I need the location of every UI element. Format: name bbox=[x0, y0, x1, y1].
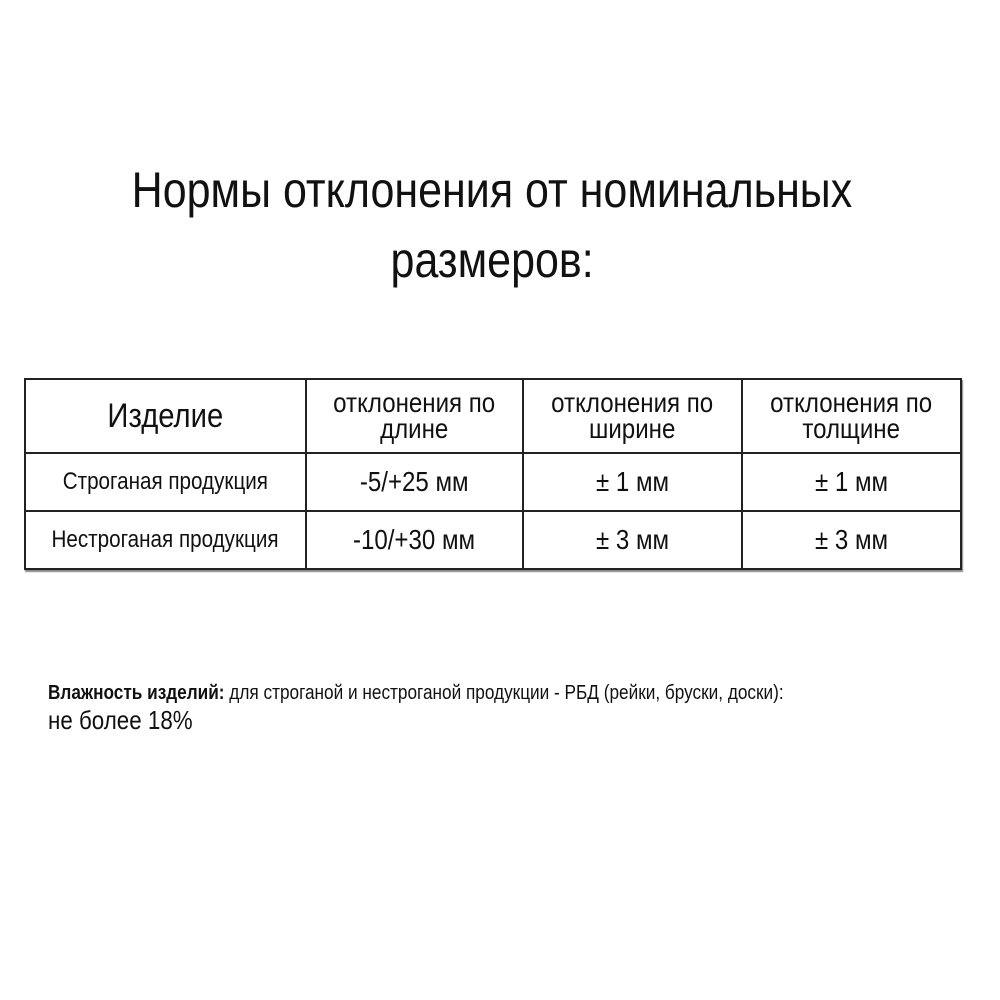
tolerance-table: Изделие отклонения по длине отклонения по… bbox=[24, 378, 962, 570]
cell-product: Строганая продукция bbox=[24, 452, 307, 512]
table-row: Нестроганая продукция -10/+30 мм ± 3 мм … bbox=[24, 510, 962, 570]
humidity-label: Влажность изделий: bbox=[48, 682, 225, 704]
table-header-row: Изделие отклонения по длине отклонения по… bbox=[24, 378, 962, 454]
cell-thickness: ± 1 мм bbox=[741, 452, 962, 512]
cell-length: -5/+25 мм bbox=[305, 452, 524, 512]
humidity-value: не более 18% bbox=[48, 705, 193, 735]
cell-thickness: ± 3 мм bbox=[741, 510, 962, 570]
humidity-note: Влажность изделий: для строганой и нестр… bbox=[48, 678, 903, 708]
header-length: отклонения по длине bbox=[305, 378, 524, 454]
cell-width: ± 3 мм bbox=[522, 510, 743, 570]
table-row: Строганая продукция -5/+25 мм ± 1 мм ± 1… bbox=[24, 452, 962, 512]
title-line-1: Нормы отклонения от номинальных bbox=[131, 162, 853, 218]
cell-width: ± 1 мм bbox=[522, 452, 743, 512]
header-thickness: отклонения по толщине bbox=[741, 378, 962, 454]
header-width: отклонения по ширине bbox=[522, 378, 743, 454]
cell-product: Нестроганая продукция bbox=[24, 510, 307, 570]
page-title: Нормы отклонения от номинальных размеров… bbox=[0, 155, 984, 295]
title-line-2: размеров: bbox=[390, 232, 594, 288]
cell-length: -10/+30 мм bbox=[305, 510, 524, 570]
humidity-text: для строганой и нестроганой продукции - … bbox=[224, 682, 784, 704]
header-product: Изделие bbox=[24, 378, 307, 454]
